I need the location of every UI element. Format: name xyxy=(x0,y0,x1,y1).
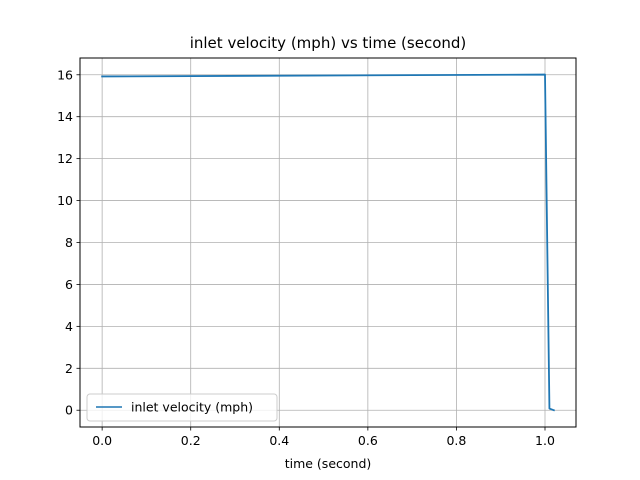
y-tick-label: 16 xyxy=(57,67,73,82)
y-tick-label: 14 xyxy=(57,109,73,124)
chart-title: inlet velocity (mph) vs time (second) xyxy=(190,34,467,52)
x-tick-label: 0.8 xyxy=(446,433,466,448)
legend: inlet velocity (mph) xyxy=(86,393,278,422)
y-tick-label: 6 xyxy=(65,277,73,292)
legend-label: inlet velocity (mph) xyxy=(131,400,253,415)
x-tick-label: 0.4 xyxy=(269,433,289,448)
series-layer xyxy=(101,73,556,412)
y-tick-label: 8 xyxy=(65,235,73,250)
y-tick-label: 10 xyxy=(57,193,73,208)
y-tick-label: 2 xyxy=(65,361,73,376)
y-tick-label: 12 xyxy=(57,151,73,166)
y-tick-label: 4 xyxy=(65,319,73,334)
x-tick-label: 1.0 xyxy=(535,433,555,448)
y-tick-label: 0 xyxy=(65,403,73,418)
x-tick-label: 0.2 xyxy=(181,433,201,448)
x-tick-label: 0.0 xyxy=(92,433,112,448)
legend-box xyxy=(86,393,278,422)
ticks: 0.0 0.2 0.4 0.6 0.8 1.0 0 2 4 6 8 10 12 14 16 xyxy=(57,67,555,448)
x-axis-label: time (second) xyxy=(285,456,372,471)
x-tick-label: 0.6 xyxy=(358,433,378,448)
series-line xyxy=(101,73,556,412)
